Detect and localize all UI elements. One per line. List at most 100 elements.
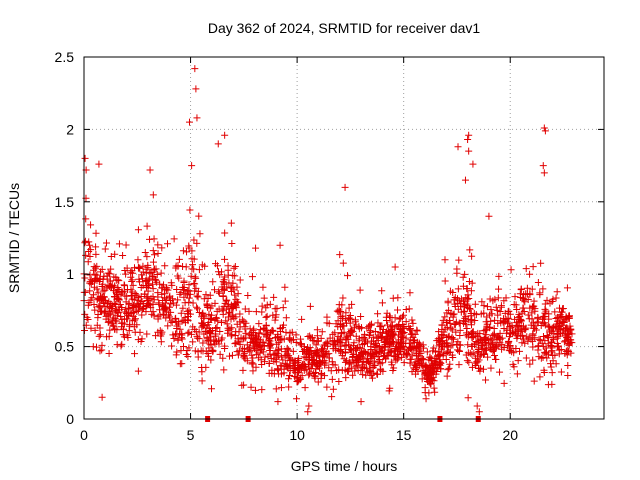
data-point xyxy=(384,333,392,341)
data-point xyxy=(166,313,174,321)
data-point xyxy=(528,315,536,323)
data-point xyxy=(383,321,391,329)
grid-lines xyxy=(84,57,604,419)
data-point xyxy=(336,347,344,355)
data-point xyxy=(536,373,544,381)
data-point xyxy=(328,393,336,401)
data-point xyxy=(129,281,137,289)
data-point xyxy=(82,251,90,259)
data-point xyxy=(382,355,390,363)
data-point xyxy=(280,362,288,370)
data-point xyxy=(134,256,142,264)
data-point xyxy=(224,271,232,279)
data-point xyxy=(165,293,173,301)
data-point xyxy=(480,309,488,317)
data-point xyxy=(249,360,257,368)
data-point xyxy=(189,299,197,307)
data-point xyxy=(536,289,544,297)
data-point xyxy=(313,326,321,334)
data-point xyxy=(183,248,191,256)
data-point xyxy=(507,266,515,274)
data-point xyxy=(522,290,530,298)
data-point xyxy=(519,295,527,303)
data-point xyxy=(441,313,449,321)
data-point xyxy=(104,312,112,320)
data-point xyxy=(85,248,93,256)
data-point xyxy=(158,244,166,252)
data-point xyxy=(409,333,417,341)
data-point xyxy=(282,328,290,336)
data-point xyxy=(262,313,270,321)
data-point xyxy=(154,250,162,258)
data-point xyxy=(360,363,368,371)
data-point xyxy=(232,313,240,321)
data-point xyxy=(96,347,104,355)
data-point xyxy=(239,366,247,374)
data-point xyxy=(250,325,258,333)
data-point xyxy=(231,331,239,339)
data-point xyxy=(491,316,499,324)
data-point xyxy=(236,276,244,284)
data-point xyxy=(446,287,454,295)
data-point xyxy=(471,300,479,308)
data-point xyxy=(208,346,216,354)
data-point xyxy=(529,263,537,271)
data-point xyxy=(313,332,321,340)
data-point xyxy=(462,294,470,302)
data-point xyxy=(540,319,548,327)
data-point xyxy=(389,294,397,302)
data-point xyxy=(565,312,573,320)
data-point xyxy=(435,351,443,359)
data-point xyxy=(281,297,289,305)
data-point xyxy=(356,352,364,360)
data-point xyxy=(351,316,359,324)
data-point xyxy=(207,326,215,334)
data-point xyxy=(408,316,416,324)
data-point xyxy=(490,324,498,332)
data-point xyxy=(274,352,282,360)
data-point xyxy=(495,272,503,280)
data-point xyxy=(521,339,529,347)
data-point xyxy=(291,368,299,376)
data-point xyxy=(222,317,230,325)
data-point xyxy=(122,270,130,278)
data-point xyxy=(247,329,255,337)
data-point xyxy=(262,333,270,341)
data-point xyxy=(492,303,500,311)
data-point xyxy=(188,247,196,255)
data-point xyxy=(540,312,548,320)
data-point xyxy=(465,131,473,139)
data-point xyxy=(480,302,488,310)
data-point xyxy=(563,324,571,332)
data-point xyxy=(464,136,472,144)
data-point xyxy=(149,247,157,255)
data-point xyxy=(298,315,306,323)
data-point xyxy=(258,386,266,394)
data-point xyxy=(469,160,477,168)
data-point xyxy=(534,342,542,350)
data-point xyxy=(455,348,463,356)
data-point xyxy=(160,310,168,318)
data-point xyxy=(369,333,377,341)
data-point xyxy=(105,317,113,325)
data-point xyxy=(339,312,347,320)
data-point xyxy=(402,318,410,326)
data-point xyxy=(298,372,306,380)
data-point xyxy=(422,395,430,403)
data-point xyxy=(511,293,519,301)
data-point xyxy=(81,239,89,247)
data-point xyxy=(214,140,222,148)
data-point xyxy=(548,324,556,332)
data-point xyxy=(84,301,92,309)
data-point xyxy=(138,305,146,313)
data-point xyxy=(120,287,128,295)
data-point xyxy=(279,304,287,312)
data-point xyxy=(522,354,530,362)
data-point xyxy=(391,352,399,360)
data-point xyxy=(394,294,402,302)
data-point xyxy=(475,408,483,416)
y-axis-label: SRMTID / TECUs xyxy=(6,183,22,293)
data-point xyxy=(444,366,452,374)
data-point xyxy=(445,316,453,324)
data-point xyxy=(464,394,472,402)
